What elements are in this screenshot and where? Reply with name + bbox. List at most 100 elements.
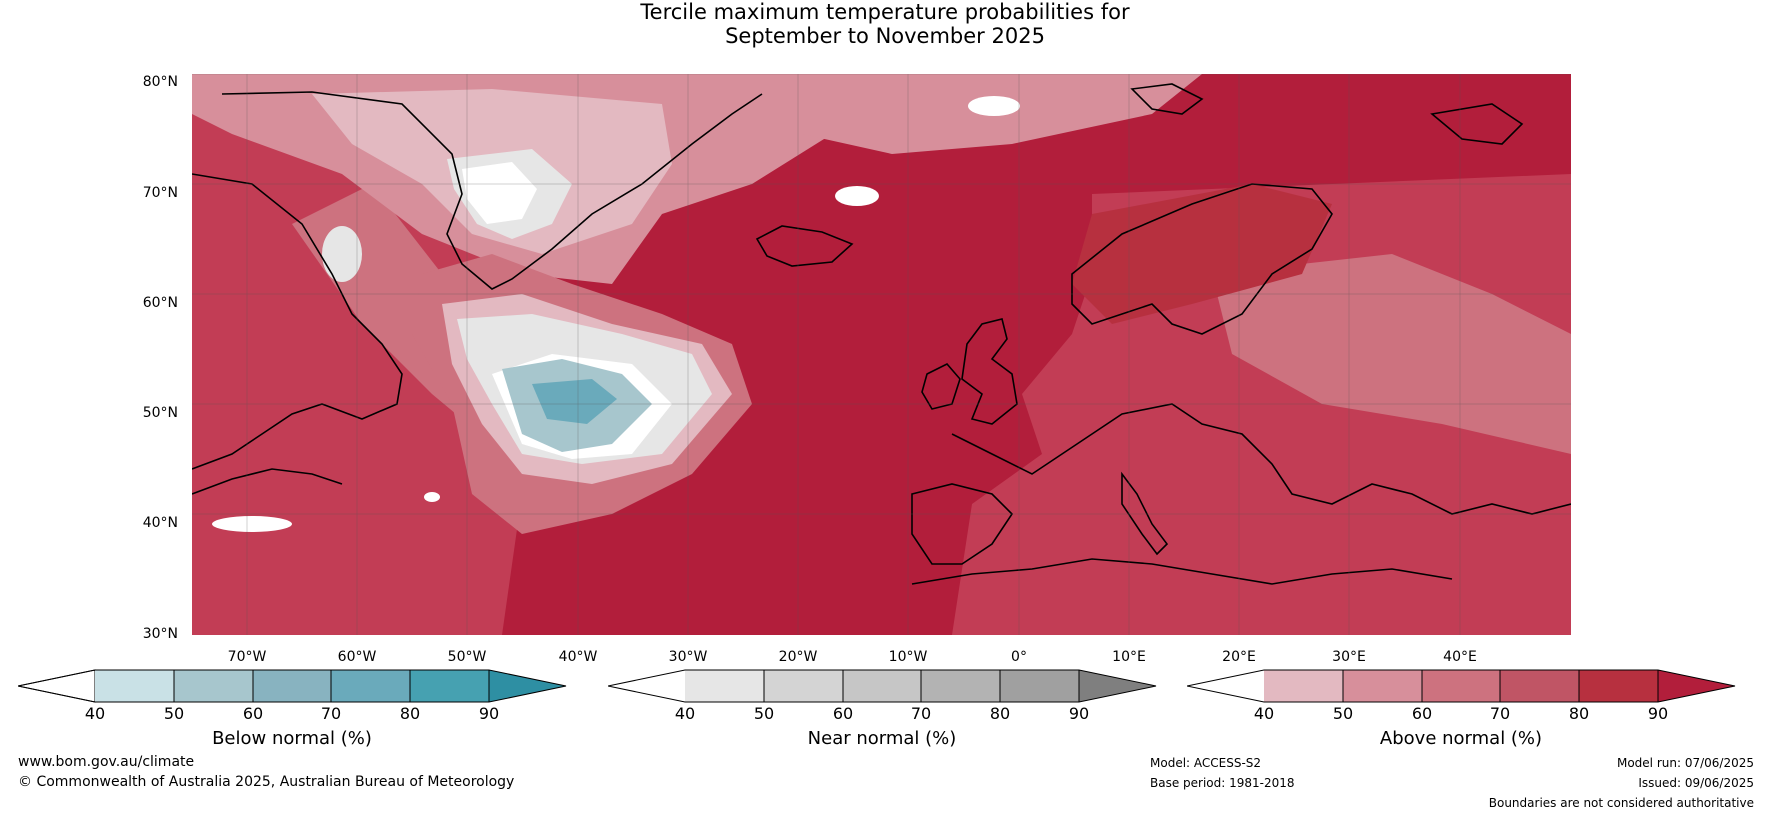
footer-base-period: Base period: 1981-2018 [1150, 776, 1295, 790]
us-coast [192, 468, 343, 495]
cbar-below-tick-90: 90 [478, 704, 500, 723]
cbar-above-tick-60: 60 [1411, 704, 1433, 723]
cbar-below-dividers [173, 670, 490, 702]
cbar-above-seg-4 [1500, 670, 1579, 702]
cbar-near-tick-50: 50 [753, 704, 775, 723]
cbar-near-seg-2 [764, 670, 843, 702]
nova-scotia-white-spot [424, 492, 440, 502]
cbar-above-tick-70: 70 [1489, 704, 1511, 723]
cbar-near-title: Near normal (%) [807, 728, 957, 749]
cbar-above-seg-1 [1264, 670, 1343, 702]
lat-label-40n: 40°N [142, 515, 178, 531]
lon-label-10e: 10°E [1112, 649, 1146, 665]
cbar-above-title: Above normal (%) [1379, 728, 1543, 749]
cbar-below-low-extend [18, 669, 96, 703]
cbar-below-seg-5 [410, 670, 489, 702]
canada-coast [192, 173, 403, 470]
jan-mayen-white-spot [835, 186, 879, 206]
scandinavia-dark [1072, 184, 1332, 324]
footer-copyright: © Commonwealth of Australia 2025, Austra… [18, 774, 515, 790]
colorbar-above [1187, 669, 1736, 703]
lon-label-60w: 60°W [337, 649, 377, 665]
cbar-near-seg-5 [1000, 670, 1079, 702]
footer-model: Model: ACCESS-S2 [1150, 756, 1262, 770]
lon-label-30e: 30°E [1332, 649, 1366, 665]
cbar-near-tick-70: 70 [910, 704, 932, 723]
cbar-below-outline [18, 669, 567, 703]
greenland-coast [221, 91, 763, 290]
lon-label-70w: 70°W [227, 649, 267, 665]
cbar-below-seg-1 [95, 670, 174, 702]
cbar-above-tick-40: 40 [1253, 704, 1275, 723]
svalbard-white-spot [968, 96, 1020, 116]
map-svg [192, 74, 1571, 635]
lon-label-10w: 10°W [888, 649, 928, 665]
cbar-above-tick-90: 90 [1647, 704, 1669, 723]
cbar-below-seg-4 [331, 670, 410, 702]
novaya-zemlya-coast [1430, 103, 1524, 145]
cbar-near-high-extend [1079, 670, 1156, 702]
footer-model-run: Model run: 07/06/2025 [1616, 756, 1754, 770]
cbar-near-low-extend [608, 670, 685, 702]
cbar-below-title: Below normal (%) [212, 728, 372, 749]
below-normal-inner [532, 379, 617, 424]
cbar-below-tick-40: 40 [84, 704, 106, 723]
footer-website: www.bom.gov.au/climate [18, 754, 195, 770]
lat-label-30n: 30°N [142, 626, 178, 642]
canada-white-spot [322, 226, 362, 282]
cbar-near-seg-3 [843, 670, 921, 702]
uk-coast [961, 318, 1018, 425]
lon-label-0: 0° [1011, 649, 1027, 665]
iceland-coast [755, 225, 854, 267]
graticule [192, 74, 1571, 635]
cbar-above-tick-50: 50 [1332, 704, 1354, 723]
cbar-near-outline [608, 669, 1157, 703]
lat-label-60n: 60°N [142, 295, 178, 311]
cbar-below-tick-50: 50 [163, 704, 185, 723]
cbar-above-outline [1187, 669, 1736, 703]
cbar-near-seg-1 [685, 670, 764, 702]
cbar-below-tick-60: 60 [242, 704, 264, 723]
probability-map [192, 74, 1571, 635]
greenland-white-core [462, 162, 537, 224]
north-africa-coast [911, 558, 1453, 585]
cbar-above-dividers [1342, 670, 1659, 702]
cbar-near-tick-60: 60 [832, 704, 854, 723]
title-line-1: Tercile maximum temperature probabilitie… [640, 0, 1130, 24]
cbar-below-seg-2 [174, 670, 253, 702]
cbar-above-tick-80: 80 [1568, 704, 1590, 723]
colorbar-below [18, 669, 567, 703]
lon-label-40w: 40°W [558, 649, 598, 665]
cbar-above-seg-5 [1579, 670, 1658, 702]
iberia-coast [911, 483, 1014, 565]
lon-label-20w: 20°W [778, 649, 818, 665]
lon-label-50w: 50°W [447, 649, 487, 665]
lon-label-20e: 20°E [1222, 649, 1256, 665]
footer-issued: Issued: 09/06/2025 [1638, 776, 1754, 790]
colorbar-near [608, 669, 1157, 703]
cbar-near-dividers [763, 670, 1080, 702]
cbar-above-high-extend [1658, 670, 1735, 702]
cbar-above-seg-2 [1343, 670, 1422, 702]
lat-label-70n: 70°N [142, 185, 178, 201]
cbar-near-tick-80: 80 [989, 704, 1011, 723]
cbar-near-seg-4 [921, 670, 1000, 702]
svalbard-coast [1130, 83, 1204, 115]
cbar-below-tick-80: 80 [399, 704, 421, 723]
cbar-near-tick-40: 40 [674, 704, 696, 723]
cbar-near-tick-90: 90 [1068, 704, 1090, 723]
lon-label-40e: 40°E [1443, 649, 1477, 665]
cbar-below-tick-70: 70 [320, 704, 342, 723]
us-white-spot [212, 516, 292, 532]
cbar-above-low-extend [1187, 670, 1264, 702]
lat-label-80n: 80°N [142, 74, 178, 90]
italy-coast [1121, 471, 1169, 556]
lat-label-50n: 50°N [142, 405, 178, 421]
cbar-below-seg-3 [253, 670, 331, 702]
cbar-below-high-extend [489, 670, 566, 702]
title-line-2: September to November 2025 [725, 24, 1045, 48]
footer-disclaimer: Boundaries are not considered authoritat… [1488, 796, 1754, 810]
map-title: Tercile maximum temperature probabilitie… [0, 0, 1770, 48]
europe-coast [951, 403, 1571, 515]
cbar-above-seg-3 [1422, 670, 1500, 702]
